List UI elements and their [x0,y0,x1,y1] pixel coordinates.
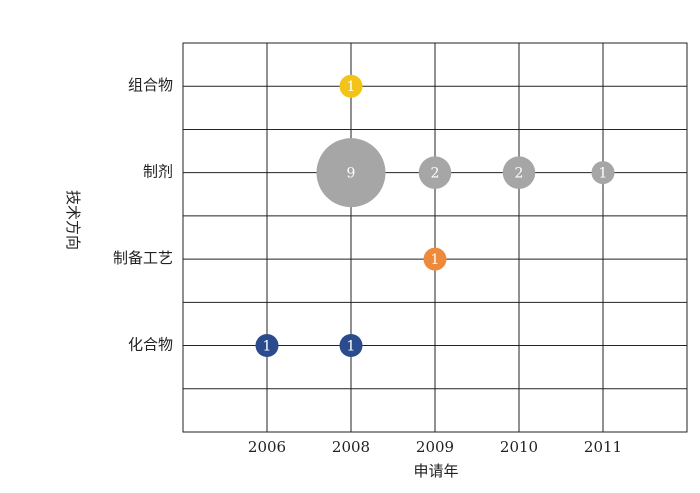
y-tick-label: 化合物 [128,336,173,354]
bubble [591,161,615,185]
x-tick-label: 2006 [248,438,286,456]
x-axis-label: 申请年 [413,462,458,480]
bubble-label: 9 [347,166,356,182]
bubble [255,334,279,358]
x-tick-label: 2011 [584,438,622,456]
y-tick-label: 组合物 [128,76,173,94]
x-tick-label: 2010 [500,438,538,456]
bubble-label: 1 [263,339,272,355]
bubble [339,74,363,98]
y-tick-label: 制剂 [143,163,173,181]
bubble [502,156,536,189]
bubble [418,156,452,189]
bubble [339,334,363,358]
x-tick-label: 2009 [416,438,454,456]
bubble-label: 2 [515,166,524,182]
bubble-label: 1 [347,79,356,95]
x-tick-label: 2008 [332,438,370,456]
bubble [316,138,386,208]
bubble-label: 1 [599,166,608,182]
bubble [423,247,447,271]
bubble-label: 1 [431,252,440,268]
y-tick-label: 制备工艺 [113,249,173,267]
bubble-label: 1 [347,339,356,355]
y-axis-label: 技术方向 [64,190,82,250]
bubble-label: 2 [431,166,440,182]
